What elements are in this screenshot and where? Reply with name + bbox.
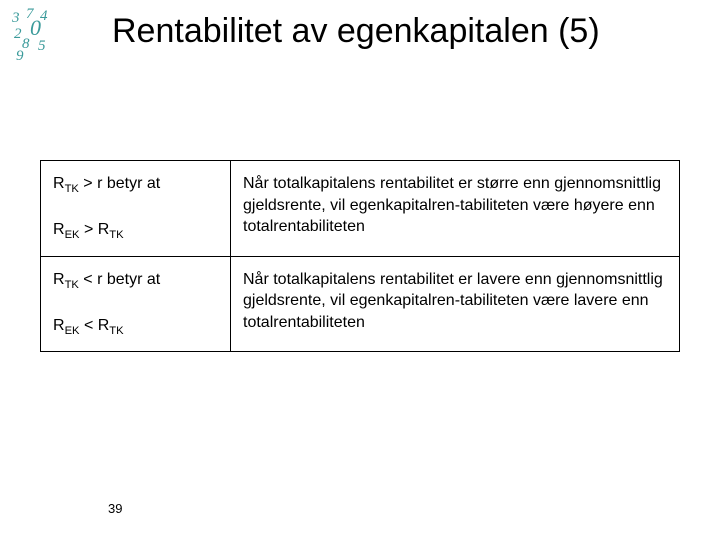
condition-line: RTK > r betyr at [53,173,220,197]
table-row: RTK > r betyr at REK > RTK Når totalkapita… [41,161,680,257]
condition-line: RTK < r betyr at [53,269,220,293]
explanation-cell: Når totalkapitalens rentabilitet er stør… [231,161,680,257]
page-number: 39 [108,501,122,516]
condition-line: REK > RTK [53,219,220,243]
table-row: RTK < r betyr at REK < RTK Når totalkapita… [41,256,680,352]
table-body: RTK > r betyr at REK > RTK Når totalkapita… [41,161,680,352]
comparison-table: RTK > r betyr at REK > RTK Når totalkapita… [40,160,680,352]
slide: 37420859 Rentabilitet av egenkapitalen (… [0,0,720,540]
condition-cell: RTK > r betyr at REK > RTK [41,161,231,257]
slide-title: Rentabilitet av egenkapitalen (5) [112,10,600,53]
condition-line: REK < RTK [53,315,220,339]
numbers-logo: 37420859 [10,8,62,60]
condition-cell: RTK < r betyr at REK < RTK [41,256,231,352]
explanation-cell: Når totalkapitalens rentabilitet er lave… [231,256,680,352]
